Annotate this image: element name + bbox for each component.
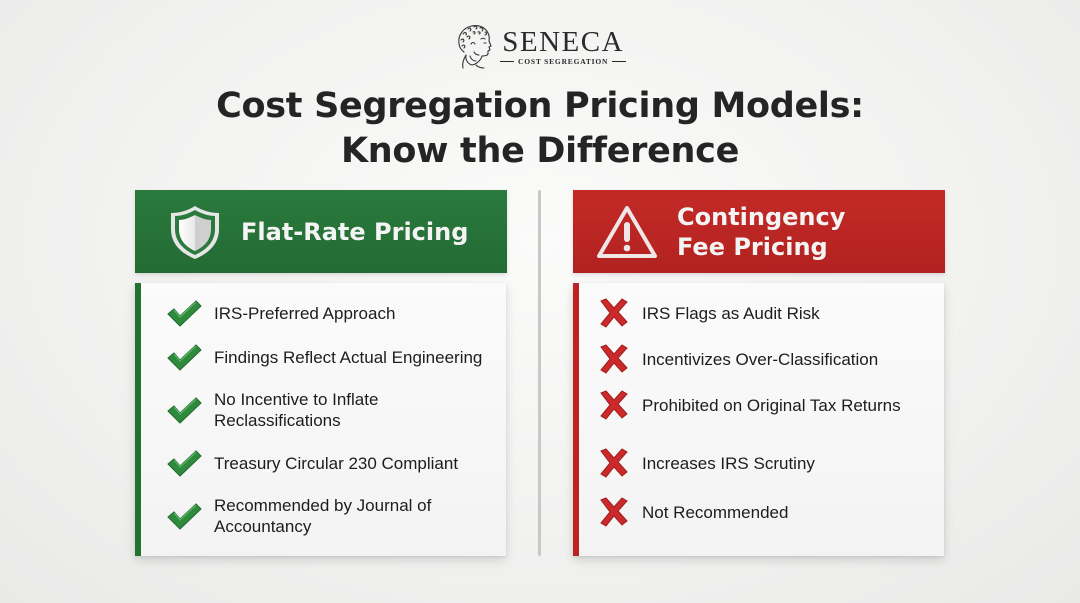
seneca-logo: SENECA COST SEGREGATION	[454, 22, 629, 70]
cross-icon	[600, 497, 628, 527]
cross-icon	[600, 390, 628, 420]
contingency-title: Contingency Fee Pricing	[677, 202, 845, 262]
page-title-line-1: Cost Segregation Pricing Models:	[216, 86, 864, 126]
list-item-text: Prohibited on Original Tax Returns	[642, 395, 901, 415]
list-item-text: Increases IRS Scrutiny	[642, 453, 815, 473]
list-item-text: No Incentive to Inflate Reclassification…	[214, 390, 379, 430]
flat-rate-card: IRS-Preferred Approach Findings Reflect …	[135, 283, 506, 556]
list-item-text: Not Recommended	[642, 502, 789, 522]
contingency-card: IRS Flags as Audit Risk Incentivizes Ove…	[573, 283, 944, 556]
contingency-header: Contingency Fee Pricing	[573, 190, 945, 273]
list-item-text: IRS-Preferred Approach	[214, 303, 396, 323]
list-item-text: IRS Flags as Audit Risk	[642, 303, 820, 323]
list-item: Findings Reflect Actual Engineering	[165, 341, 496, 373]
logo-name: SENECA	[502, 25, 625, 58]
list-item-text: Recommended by Journal of Accountancy	[214, 496, 432, 536]
list-item: Prohibited on Original Tax Returns	[595, 389, 934, 421]
checkmark-icon	[167, 344, 202, 371]
flat-rate-column: Flat-Rate Pricing IRS-Preferred Approach…	[135, 190, 507, 556]
contingency-accent-bar	[573, 283, 579, 556]
warning-triangle-icon	[597, 205, 657, 258]
list-item: Not Recommended	[595, 496, 934, 528]
logo-rule-right	[612, 60, 627, 62]
flat-rate-accent-bar	[135, 283, 141, 556]
flat-rate-header: Flat-Rate Pricing	[135, 190, 507, 273]
contingency-title-line-2: Fee Pricing	[677, 232, 828, 261]
cross-icon	[600, 344, 628, 374]
logo-subtitle-text: COST SEGREGATION	[518, 56, 609, 66]
logo-rule-left	[500, 60, 514, 62]
list-item: IRS-Preferred Approach	[165, 297, 496, 329]
checkmark-icon	[167, 450, 202, 477]
shield-icon	[171, 205, 219, 259]
checkmark-icon	[167, 397, 202, 424]
list-item-text: Incentivizes Over-Classification	[642, 349, 879, 369]
list-item: Treasury Circular 230 Compliant	[165, 447, 496, 479]
list-item: Increases IRS Scrutiny	[595, 447, 934, 479]
checkmark-icon	[167, 300, 202, 327]
list-item-text: Treasury Circular 230 Compliant	[214, 453, 459, 473]
column-divider	[538, 190, 541, 556]
philosopher-bust-icon	[458, 25, 492, 69]
list-item: No Incentive to Inflate Reclassification…	[165, 389, 496, 431]
checkmark-icon	[167, 503, 202, 530]
list-item-text: Findings Reflect Actual Engineering	[214, 347, 483, 367]
cross-icon	[600, 448, 628, 478]
page-title-line-2: Know the Difference	[340, 131, 740, 171]
flat-rate-title: Flat-Rate Pricing	[241, 217, 469, 246]
list-item: Recommended by Journal of Accountancy	[165, 495, 496, 537]
contingency-title-line-1: Contingency	[677, 202, 846, 231]
contingency-column: Contingency Fee Pricing IRS Flags as Aud…	[573, 190, 945, 556]
logo-subtitle: COST SEGREGATION	[500, 56, 627, 66]
list-item: IRS Flags as Audit Risk	[595, 297, 934, 329]
page-title: Cost Segregation Pricing Models: Know th…	[0, 84, 1080, 174]
cross-icon	[600, 298, 628, 328]
list-item: Incentivizes Over-Classification	[595, 343, 934, 375]
